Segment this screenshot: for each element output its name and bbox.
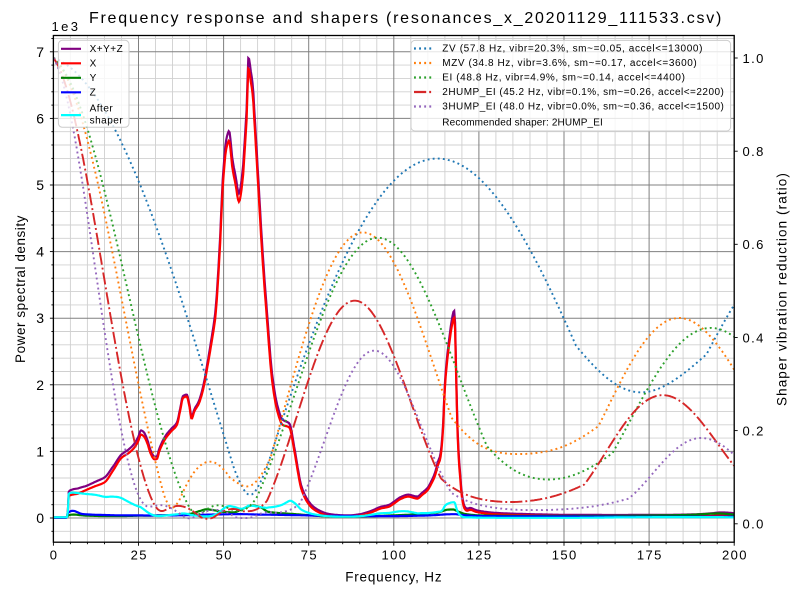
svg-text:150: 150: [552, 548, 578, 563]
svg-text:50: 50: [216, 548, 233, 563]
svg-text:0.8: 0.8: [743, 144, 765, 159]
svg-text:0.6: 0.6: [743, 237, 765, 252]
svg-text:2HUMP_EI (45.2 Hz, vibr=0.1%,: 2HUMP_EI (45.2 Hz, vibr=0.1%, sm~=0.26, …: [442, 87, 724, 98]
svg-text:0: 0: [36, 510, 45, 526]
svg-text:1.0: 1.0: [743, 51, 765, 66]
svg-text:EI (48.8 Hz, vibr=4.9%, sm~=0.: EI (48.8 Hz, vibr=4.9%, sm~=0.14, accel<…: [442, 73, 685, 84]
svg-text:1e3: 1e3: [52, 19, 81, 34]
svg-text:5: 5: [36, 177, 45, 193]
svg-text:0.2: 0.2: [743, 423, 765, 438]
svg-text:75: 75: [301, 548, 318, 563]
svg-text:Y: Y: [90, 73, 97, 84]
svg-text:0.0: 0.0: [743, 517, 765, 532]
svg-text:25: 25: [131, 548, 148, 563]
svg-text:X+Y+Z: X+Y+Z: [90, 44, 124, 55]
svg-text:3: 3: [36, 310, 45, 326]
svg-text:175: 175: [637, 548, 663, 563]
svg-text:3HUMP_EI (48.0 Hz, vibr=0.0%,: 3HUMP_EI (48.0 Hz, vibr=0.0%, sm~=0.36, …: [442, 102, 724, 113]
svg-text:ZV (57.8 Hz, vibr=20.3%, sm~=0: ZV (57.8 Hz, vibr=20.3%, sm~=0.05, accel…: [442, 44, 703, 55]
svg-text:0.4: 0.4: [743, 330, 765, 345]
svg-text:Frequency, Hz: Frequency, Hz: [345, 570, 442, 585]
svg-text:Power spectral density: Power spectral density: [13, 215, 28, 363]
svg-text:After: After: [90, 104, 114, 115]
svg-text:2: 2: [36, 377, 45, 393]
svg-text:100: 100: [382, 548, 408, 563]
svg-text:1: 1: [36, 443, 45, 459]
svg-text:0: 0: [50, 548, 59, 563]
svg-text:Recommended shaper: 2HUMP_EI: Recommended shaper: 2HUMP_EI: [442, 117, 603, 128]
svg-text:MZV (34.8 Hz, vibr=3.6%, sm~=0: MZV (34.8 Hz, vibr=3.6%, sm~=0.17, accel…: [442, 58, 697, 69]
svg-text:Z: Z: [90, 87, 97, 98]
svg-text:Frequency response and shapers: Frequency response and shapers (resonanc…: [89, 10, 723, 27]
svg-text:6: 6: [36, 110, 45, 126]
svg-text:125: 125: [467, 548, 493, 563]
svg-text:Shaper vibration reduction (ra: Shaper vibration reduction (ratio): [775, 172, 790, 406]
svg-text:shaper: shaper: [90, 115, 124, 126]
svg-text:4: 4: [36, 244, 45, 260]
svg-text:200: 200: [722, 548, 748, 563]
svg-text:7: 7: [36, 44, 45, 60]
svg-text:X: X: [90, 58, 97, 69]
